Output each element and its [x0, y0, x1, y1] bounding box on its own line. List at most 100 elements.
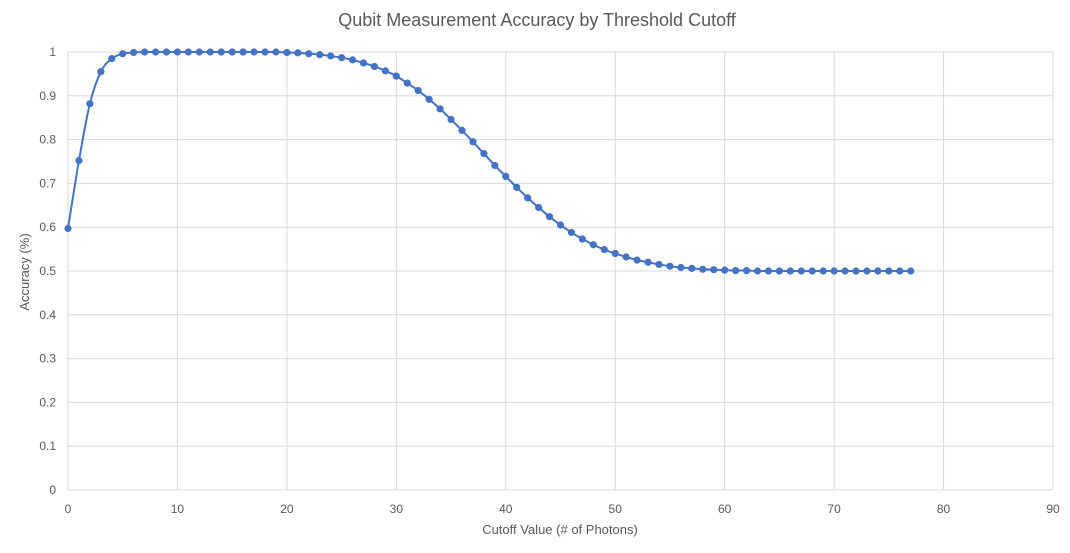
- data-point: [775, 267, 783, 275]
- data-point: [119, 50, 127, 58]
- data-point: [97, 68, 105, 76]
- data-point: [294, 49, 302, 57]
- x-tick-label: 90: [1046, 502, 1060, 516]
- data-point: [578, 235, 586, 243]
- x-tick-label: 30: [390, 502, 404, 516]
- data-point: [469, 138, 477, 146]
- x-tick-label: 0: [65, 502, 72, 516]
- data-point: [370, 62, 379, 71]
- data-point: [86, 100, 94, 108]
- data-point: [556, 221, 565, 229]
- chart-title: Qubit Measurement Accuracy by Threshold …: [338, 10, 737, 30]
- y-tick-label: 0.5: [39, 264, 56, 278]
- data-point: [414, 86, 422, 95]
- data-point: [808, 267, 816, 275]
- data-point: [316, 51, 324, 59]
- data-point: [830, 267, 838, 275]
- data-point: [436, 105, 444, 113]
- data-point: [764, 267, 773, 275]
- data-point: [786, 267, 794, 275]
- data-point: [688, 264, 696, 272]
- data-point: [677, 263, 685, 272]
- data-point: [666, 262, 674, 270]
- data-point: [797, 267, 805, 275]
- data-point: [141, 48, 149, 56]
- x-tick-label: 10: [171, 502, 185, 516]
- data-point: [359, 59, 368, 67]
- data-point: [272, 48, 280, 56]
- data-point: [710, 266, 718, 274]
- y-tick-label: 0: [49, 483, 56, 497]
- x-tick-label: 70: [827, 502, 841, 516]
- data-point: [885, 267, 893, 275]
- data-point: [535, 203, 543, 212]
- y-tick-label: 0.6: [39, 220, 56, 234]
- data-point: [524, 194, 532, 202]
- data-point: [611, 249, 619, 258]
- data-point: [600, 245, 608, 254]
- data-point: [173, 48, 182, 56]
- x-tick-label: 80: [937, 502, 951, 516]
- x-tick-label: 40: [499, 502, 513, 516]
- y-tick-label: 0.7: [39, 176, 56, 190]
- x-tick-labels: 0 10 20 30 40 50 60 70 80 90: [65, 502, 1060, 516]
- y-tick-label: 0.2: [39, 395, 56, 409]
- y-tick-label: 0.4: [39, 308, 56, 322]
- data-point: [742, 266, 751, 275]
- y-tick-labels: 0 0.1 0.2 0.3 0.4 0.5 0.6 0.7 0.8 0.9 1: [39, 45, 56, 497]
- data-point: [162, 48, 171, 56]
- data-point: [896, 267, 904, 275]
- data-point: [261, 48, 269, 56]
- data-point: [907, 267, 915, 275]
- data-point: [348, 56, 357, 64]
- data-point: [458, 126, 466, 135]
- x-tick-label: 60: [718, 502, 732, 516]
- data-point: [622, 253, 630, 261]
- data-point: [327, 52, 335, 60]
- x-tick-label: 20: [280, 502, 294, 516]
- data-point: [480, 150, 488, 158]
- data-point: [305, 50, 313, 58]
- data-point: [644, 258, 652, 266]
- data-point: [130, 48, 138, 57]
- data-point: [721, 266, 729, 274]
- data-point: [502, 172, 510, 180]
- data-point: [425, 95, 433, 103]
- data-point: [589, 241, 597, 249]
- data-point: [491, 161, 499, 170]
- data-point: [567, 228, 576, 237]
- y-tick-label: 0.3: [39, 352, 56, 366]
- data-point: [206, 48, 214, 56]
- x-axis-label: Cutoff Value (# of Photons): [482, 522, 638, 537]
- data-point: [863, 267, 871, 275]
- data-point: [75, 157, 83, 165]
- data-point: [545, 213, 554, 221]
- data-point: [151, 48, 160, 56]
- y-tick-label: 0.8: [39, 133, 56, 147]
- data-point: [184, 48, 192, 56]
- data-point: [874, 267, 882, 275]
- data-point: [753, 267, 762, 275]
- data-point: [633, 256, 641, 264]
- data-point: [217, 48, 225, 56]
- series-points: [64, 48, 915, 275]
- data-point: [403, 79, 411, 87]
- data-point: [841, 267, 849, 275]
- data-point: [250, 48, 258, 56]
- data-point: [108, 54, 116, 63]
- series-line: [67, 50, 911, 273]
- data-point: [195, 48, 203, 56]
- data-point: [699, 265, 707, 273]
- y-tick-label: 1: [49, 45, 56, 59]
- data-point: [392, 72, 400, 80]
- data-point: [732, 266, 740, 275]
- y-tick-label: 0.9: [39, 89, 56, 103]
- data-point: [513, 183, 521, 191]
- data-point: [338, 54, 346, 62]
- data-point: [819, 267, 827, 275]
- y-tick-label: 0.1: [39, 439, 56, 453]
- data-point: [64, 224, 72, 233]
- data-point: [447, 115, 455, 124]
- x-tick-label: 50: [609, 502, 623, 516]
